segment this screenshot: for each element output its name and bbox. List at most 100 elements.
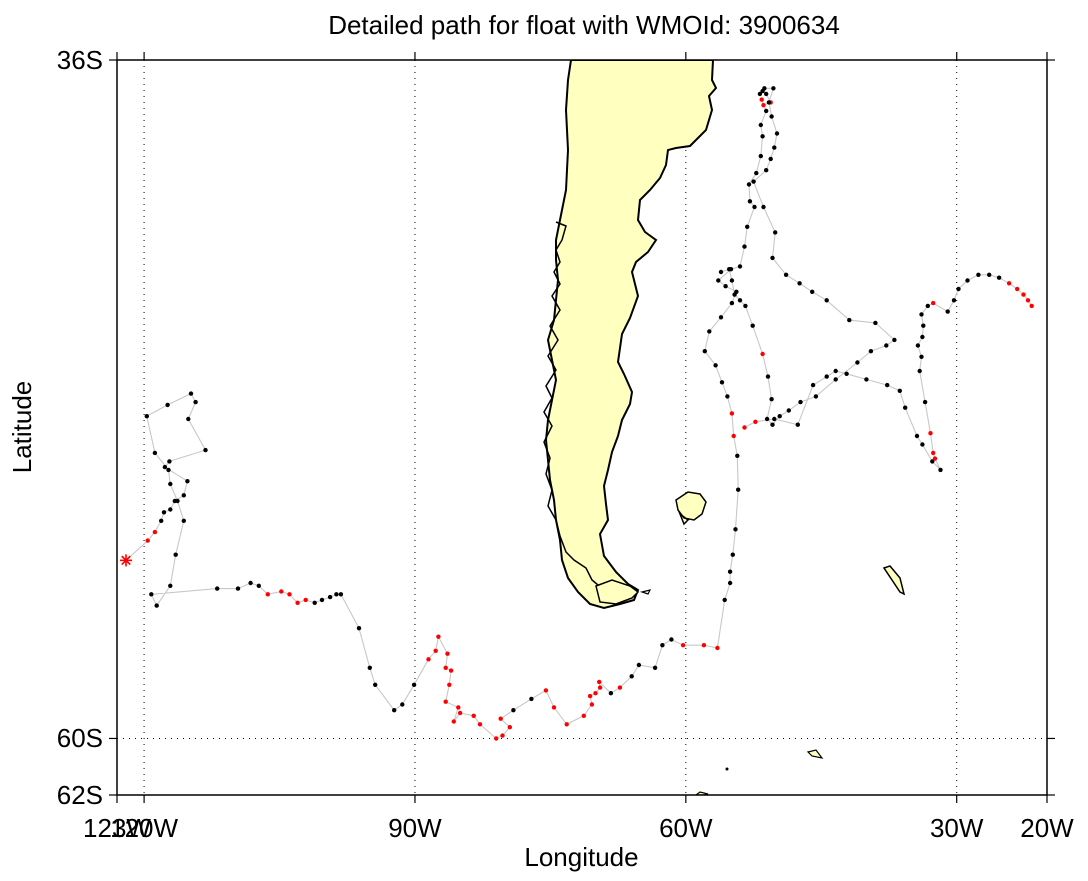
profile-point [765,374,771,379]
profile-point [772,416,777,422]
profile-point [215,586,220,591]
profile-point [996,275,1002,280]
profile-point [751,179,756,184]
profile-point [729,300,735,306]
profile-point [750,323,755,328]
profile-point-highlight [279,589,284,594]
profile-point [758,153,763,159]
south-georgia [882,565,906,596]
profile-point [716,278,721,283]
profile-point [813,394,819,399]
profile-point [732,292,737,297]
profile-point-highlight [581,713,586,718]
plot-frame [116,59,1048,796]
profile-point-highlight [443,665,448,670]
profile-point [930,459,935,464]
profile-point [945,309,950,314]
profile-point [719,380,725,385]
tierra-del-fuego [595,579,640,605]
profile-point [795,422,800,427]
profile-point [312,600,317,605]
profile-point [824,298,829,303]
profile-point [175,498,180,504]
profile-point [747,199,753,204]
profile-point-highlight [701,643,707,648]
profile-point [742,244,747,249]
profile-point [987,272,992,277]
profile-point [203,447,208,453]
profile-point [885,382,890,388]
falkland-islands [675,491,707,526]
staten-island [639,589,652,595]
profile-point-highlight [456,705,461,710]
profile-point-highlight [426,657,431,662]
track-line [744,274,1033,471]
profile-point [185,479,190,484]
profile-point [798,399,803,405]
profile-points [123,86,1034,741]
profile-point [235,586,241,591]
profile-point-highlight [265,592,270,597]
x-tick-label: 30W [929,813,984,843]
profile-point-highlight [457,710,463,716]
profile-point [757,91,763,97]
profile-point [833,368,838,374]
profile-point [772,145,777,150]
profile-point-highlight [932,456,938,461]
profile-point [914,433,920,439]
profile-point [722,597,727,603]
profile-point [868,349,874,354]
profile-point-highlight [433,648,438,653]
profile-point [727,569,733,574]
profile-point [873,320,878,326]
profile-point [168,481,173,487]
profile-point [652,665,658,670]
profile-point [193,399,198,405]
x-tick-label: 123W [83,813,151,843]
profile-point-highlight [451,719,456,724]
profile-point [903,405,908,410]
profile-point [773,230,778,235]
profile-point-highlight [587,693,593,699]
profile-point-highlight [448,668,454,673]
profile-point [925,303,930,309]
profile-point [797,281,802,286]
profile-point [833,377,838,382]
profile-point-highlight [760,351,765,357]
profile-point [768,156,773,162]
profile-point-highlight [729,411,735,416]
profile-point-highlight [498,716,503,721]
profile-point [733,527,738,532]
profile-point [735,453,740,458]
profile-point [727,267,732,272]
profile-point [884,343,889,348]
profile-point [737,264,743,269]
profile-point [956,286,961,292]
profile-point [725,394,730,399]
profile-point [737,298,743,303]
profile-point [917,368,922,374]
profile-point-highlight [597,685,603,690]
profile-point [629,674,634,679]
profile-point-highlight [1015,286,1020,292]
profile-point [892,337,897,343]
profile-point-highlight [617,685,623,690]
profile-point-highlight [597,679,602,685]
profile-point [770,422,775,427]
profile-point [248,580,253,586]
y-tick-label: 60S [56,723,103,754]
profile-point [162,464,168,470]
x-tick-label: 60W [659,813,713,843]
profile-point [168,583,173,588]
profile-point [167,459,172,464]
profile-point [356,626,362,631]
profile-point [920,442,925,447]
profile-point [965,278,970,283]
profile-point [919,312,924,317]
profile-point-highlight [295,600,300,605]
profile-point [334,592,339,597]
profile-point-highlight [152,529,158,535]
profile-point-highlight [507,725,512,730]
profile-point [159,518,164,523]
